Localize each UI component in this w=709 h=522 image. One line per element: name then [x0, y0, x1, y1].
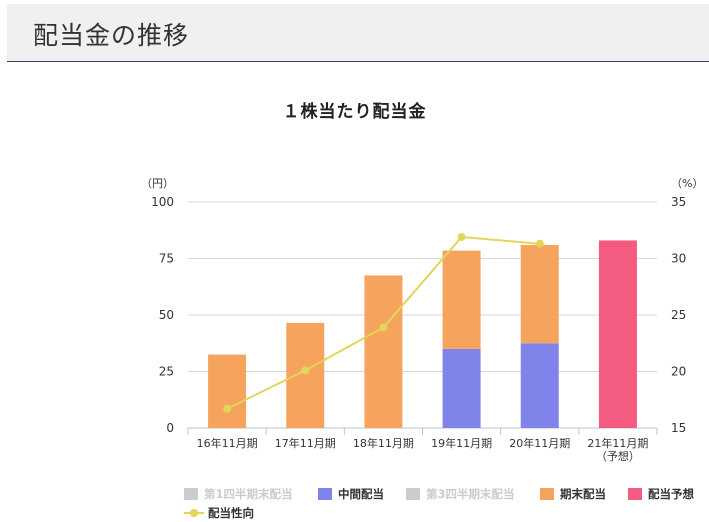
legend-item-payout-ratio[interactable]: 配当性向	[184, 505, 254, 521]
x-tick-label: 19年11月期	[431, 436, 492, 450]
y2-axis-unit: （%）	[671, 177, 703, 190]
legend-label: 配当予想	[648, 487, 694, 501]
bar-segment	[442, 250, 481, 349]
x-tick-label: （予想）	[596, 449, 640, 463]
bar-segment	[208, 354, 247, 428]
y2-tick-label: 35	[671, 195, 686, 209]
legend-item-year-end-dividend[interactable]: 期末配当	[540, 486, 606, 502]
bar-segment	[520, 244, 559, 344]
bar-segment	[442, 348, 481, 428]
legend-label: 配当性向	[208, 506, 254, 520]
y2-tick-label: 20	[671, 365, 686, 379]
payout-ratio-point	[457, 233, 466, 242]
y-tick-label: 0	[166, 421, 174, 435]
bar-segment	[286, 322, 325, 428]
x-tick-label: 21年11月期	[587, 436, 648, 450]
legend-swatch	[540, 488, 554, 500]
legend-item-dividend-forecast[interactable]: 配当予想	[628, 486, 694, 502]
y2-tick-label: 25	[671, 308, 686, 322]
payout-ratio-point	[379, 323, 388, 332]
chart-title: １株当たり配当金	[282, 102, 427, 122]
legend-item-interim-dividend[interactable]: 中間配当	[318, 486, 384, 502]
x-tick-label: 20年11月期	[509, 436, 570, 450]
legend-swatch	[318, 488, 332, 500]
legend-item-q3-dividend[interactable]: 第3四半期末配当	[406, 486, 515, 502]
y-tick-label: 25	[159, 365, 174, 379]
legend-label: 第3四半期末配当	[426, 487, 515, 501]
bar-segment	[520, 343, 559, 428]
legend-label: 期末配当	[560, 487, 606, 501]
bar-segment	[598, 240, 637, 428]
y2-tick-label: 30	[671, 252, 686, 266]
y-tick-label: 50	[159, 308, 174, 322]
legend-item-q1-dividend[interactable]: 第1四半期末配当	[184, 486, 293, 502]
y2-tick-label: 15	[671, 421, 686, 435]
y-axis-unit: （円）	[141, 177, 174, 190]
page-header: 配当金の推移	[7, 4, 709, 62]
legend-swatch	[184, 488, 198, 500]
bar-segment	[364, 275, 403, 428]
legend-label: 第1四半期末配当	[204, 487, 293, 501]
page-title: 配当金の推移	[33, 21, 190, 50]
payout-ratio-point	[223, 404, 232, 413]
legend-swatch	[406, 488, 420, 500]
x-tick-label: 18年11月期	[353, 436, 414, 450]
payout-ratio-point	[535, 239, 544, 248]
y-tick-label: 100	[151, 195, 174, 209]
x-tick-label: 17年11月期	[275, 436, 336, 450]
y-tick-label: 75	[159, 252, 174, 266]
legend-label: 中間配当	[338, 487, 384, 501]
x-tick-label: 16年11月期	[197, 436, 258, 450]
payout-ratio-point	[301, 366, 310, 375]
legend-line-marker	[184, 507, 204, 519]
legend-swatch	[628, 488, 642, 500]
